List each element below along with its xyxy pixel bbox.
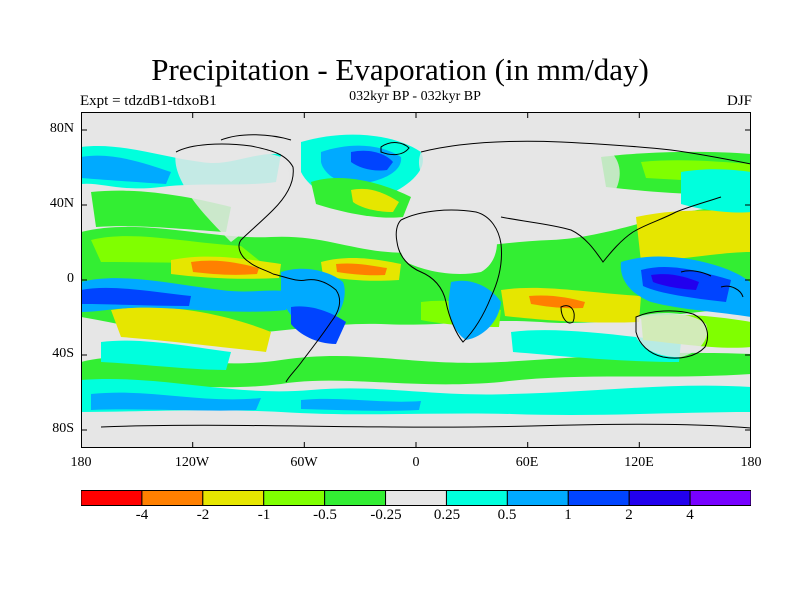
lat-label-40n: 40N [49, 196, 74, 211]
colorbar-label: -1 [257, 507, 271, 523]
lon-label-0: 0 [412, 455, 420, 470]
colorbar-label: -0.5 [313, 507, 337, 523]
lon-label-60e: 60E [515, 455, 539, 470]
lon-label-180w: 180 [70, 455, 92, 470]
experiment-label: Expt = tdzdB1-tdxoB1 [80, 93, 217, 109]
colorbar-swatch [141, 490, 204, 506]
atlantic-itcz-orange [336, 263, 387, 276]
colorbar-label: 0.25 [433, 507, 461, 523]
lon-label-120w: 120W [174, 455, 210, 470]
eurasia-land [418, 144, 620, 220]
lon-label-120e: 120E [624, 455, 654, 470]
australia-land [636, 312, 708, 358]
west-pacific-yellow [636, 210, 751, 262]
north-atlantic-darkblue [351, 150, 393, 171]
lat-ticks [81, 129, 751, 431]
map-title: Precipitation - Evaporation (in mm/day) [151, 52, 649, 87]
southern-blue-band [91, 392, 261, 411]
north-america-land [175, 146, 290, 242]
southern-blue-band-2 [301, 398, 421, 411]
lat-label-0: 0 [67, 271, 74, 286]
lon-label-60w: 60W [290, 455, 318, 470]
colorbar-label: 0.5 [497, 507, 517, 523]
north-atlantic-yellow [351, 188, 399, 212]
south-pacific-yellow [111, 307, 271, 352]
colorbar-swatch [628, 490, 691, 506]
colorbar-label: -2 [196, 507, 210, 523]
colorbar-swatch [567, 490, 630, 506]
colorbar-swatch [324, 490, 387, 506]
colorbar-label: 4 [686, 507, 694, 523]
north-africa-land [397, 214, 497, 274]
lat-label-80n: 80N [49, 121, 74, 136]
colorbar-swatch [263, 490, 326, 506]
map-plot [81, 112, 751, 448]
south-america-blue [291, 306, 346, 344]
colorbar-swatch [689, 490, 751, 506]
east-asia-cyan [681, 169, 751, 213]
lon-ticks [192, 112, 640, 448]
indian-ocean-orange [529, 295, 585, 309]
southern-green-band [81, 352, 751, 388]
pacific-itcz-orange [191, 260, 259, 275]
colorbar-label: -0.25 [370, 507, 402, 523]
central-pacific-darkblue [81, 287, 191, 306]
tropical-yellow-north [91, 236, 261, 263]
lat-label-80s: 80S [52, 421, 74, 436]
south-pacific-cyan [101, 340, 231, 370]
colorbar-swatch [81, 490, 143, 506]
lon-label-180e: 180 [740, 455, 762, 470]
colorbar-swatch [506, 490, 569, 506]
colorbar-label: 1 [564, 507, 572, 523]
colorbar-label: -4 [135, 507, 149, 523]
lat-label-40s: 40S [52, 346, 74, 361]
colorbar-swatch [385, 490, 447, 506]
africa-blue [448, 280, 501, 340]
colorbar-swatch [202, 490, 265, 506]
colorbar-label: 2 [625, 507, 633, 523]
coastlines [100, 134, 751, 429]
map-subtitle: 032kyr BP - 032kyr BP [349, 89, 481, 104]
north-pacific-blue [81, 155, 171, 184]
season-label: DJF [726, 93, 752, 109]
colorbar-swatch [445, 490, 508, 506]
colorbar [81, 490, 751, 506]
maritime-continent-indigo [651, 274, 699, 290]
